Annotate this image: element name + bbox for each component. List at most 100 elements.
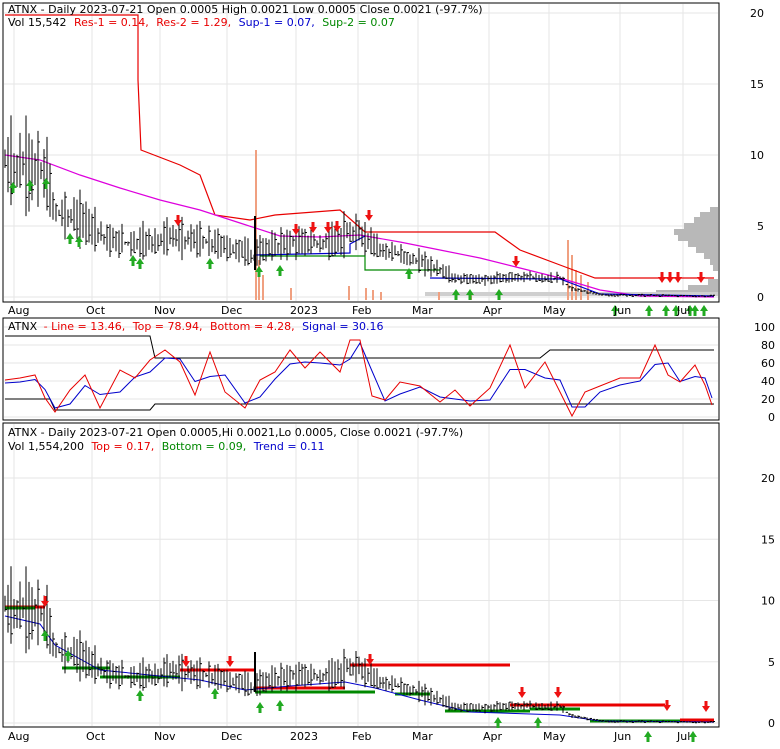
down-arrow-icon <box>554 687 562 698</box>
panel3-y-axis: 20 15 10 5 0 <box>761 472 775 730</box>
up-arrow-icon <box>211 688 219 699</box>
up-arrow-icon <box>405 268 413 279</box>
up-arrow-icon <box>645 305 653 316</box>
panel3-x-axis: Aug Oct Nov Dec 2023 Feb Mar Apr May Jun Jul <box>8 730 690 743</box>
panel1-lines <box>4 14 715 298</box>
panel2-ytick: 40 <box>761 375 775 388</box>
up-arrow-icon <box>26 180 34 191</box>
panel3-xtick: Oct <box>86 730 106 743</box>
panel3-xtick: 2023 <box>290 730 318 743</box>
panel1-sup2-label: Sup-2 = 0.07 <box>322 16 395 29</box>
up-arrow-icon <box>495 289 503 300</box>
panel1-xtick: Apr <box>483 304 503 317</box>
panel3-ytick: 0 <box>768 717 775 730</box>
panel1-xtick: Dec <box>221 304 242 317</box>
volume-profile-bar <box>696 247 718 253</box>
down-arrow-icon <box>41 596 49 607</box>
signal-line <box>4 341 713 409</box>
volume-bar <box>258 260 260 300</box>
panel3-xtick: Dec <box>221 730 242 743</box>
down-arrow-icon <box>226 656 234 667</box>
volume-profile-bar <box>708 279 718 285</box>
panel2-lines <box>4 335 714 418</box>
up-arrow-icon <box>64 650 72 661</box>
up-arrow-icon <box>700 305 708 316</box>
panel1-res1-label: Res-1 = 0.14, <box>74 16 149 29</box>
up-arrow-icon <box>534 717 542 728</box>
panel2-legend: ATNX - Line = 13.46, Top = 78.94, Bottom… <box>8 320 384 333</box>
volume-bar <box>348 286 350 300</box>
panel2-top-label: Top = 78.94, <box>132 320 203 333</box>
panel2-grid <box>4 326 718 418</box>
panel3-vol-label: Vol 1,554,200 <box>8 440 84 453</box>
up-arrow-icon <box>255 266 263 277</box>
down-arrow-icon <box>512 256 520 267</box>
top-band-line <box>5 335 714 359</box>
panel3-ytick: 15 <box>761 533 775 546</box>
panel1-ytick: 15 <box>750 78 764 91</box>
volume-profile-bar <box>678 235 718 241</box>
panel3-trend-label: Trend = 0.11 <box>253 440 325 453</box>
down-arrow-icon <box>658 272 666 283</box>
panel1-sup1-label: Sup-1 = 0.07, <box>239 16 315 29</box>
panel1-vol-label: Vol 15,542 <box>8 16 66 29</box>
panel3-top-label: Top = 0.17, <box>90 440 154 453</box>
up-arrow-icon <box>256 702 264 713</box>
panel2-ytick: 20 <box>761 393 775 406</box>
panel3-price-bars <box>4 566 715 724</box>
panel2-ticker: ATNX <box>8 320 38 333</box>
panel3-bottom-label: Bottom = 0.09, <box>162 440 247 453</box>
panel1-grid <box>4 4 718 301</box>
panel3-xtick: Apr <box>483 730 503 743</box>
down-arrow-icon <box>674 272 682 283</box>
volume-profile-bar <box>710 259 718 265</box>
up-arrow-icon <box>494 717 502 728</box>
panel3-legend: Vol 1,554,200 Top = 0.17, Bottom = 0.09,… <box>8 440 325 453</box>
up-arrow-icon <box>466 289 474 300</box>
down-arrow-icon <box>333 221 341 232</box>
volume-bar <box>587 282 589 300</box>
panel3-xtick: Jul <box>676 730 690 743</box>
up-arrow-icon <box>66 233 74 244</box>
down-arrow-icon <box>518 687 526 698</box>
panel1-y-axis: 20 15 10 5 0 <box>750 7 764 304</box>
up-arrow-icon <box>686 305 694 316</box>
panel1-xtick: Aug <box>8 304 29 317</box>
panel3-xtick: Feb <box>352 730 371 743</box>
res-line <box>5 14 714 279</box>
panel2-signal-label: Signal = 30.16 <box>302 320 384 333</box>
up-arrow-icon <box>644 731 652 742</box>
up-arrow-icon <box>206 258 214 269</box>
down-arrow-icon <box>366 654 374 665</box>
panel2-ytick: 60 <box>761 357 775 370</box>
down-arrow-icon <box>182 656 190 667</box>
volume-bar <box>380 292 382 300</box>
panel1-title: ATNX - Daily 2023-07-21 Open 0.0005 High… <box>8 3 483 16</box>
panel3-ytick: 5 <box>768 656 775 669</box>
panel1-frame <box>2 2 720 303</box>
panel1-xtick: May <box>543 304 566 317</box>
panel1-x-axis: Aug Oct Nov Dec 2023 Feb Mar Apr May Jun Jul <box>8 304 690 317</box>
panel1-xtick: Feb <box>352 304 371 317</box>
up-arrow-icon <box>276 700 284 711</box>
volume-bar <box>571 255 573 300</box>
down-arrow-icon <box>292 224 300 235</box>
up-arrow-icon <box>689 731 697 742</box>
volume-bar <box>372 290 374 300</box>
volume-profile-bar <box>688 285 718 291</box>
moving-average-line <box>4 154 715 298</box>
panel3-xtick: Aug <box>8 730 29 743</box>
panel2-ytick: 0 <box>768 411 775 424</box>
panel2-y-axis: 100 80 60 40 20 0 <box>754 321 775 424</box>
volume-bar <box>438 292 440 300</box>
oscillator-line <box>4 339 713 418</box>
up-arrow-icon <box>276 265 284 276</box>
panel1-xtick: Jun <box>613 304 631 317</box>
panel1-ytick: 20 <box>750 7 764 20</box>
panel2-ytick: 80 <box>761 339 775 352</box>
volume-profile-bar <box>684 223 718 229</box>
panel3-xtick: Nov <box>154 730 176 743</box>
panel3-xtick: Jun <box>613 730 631 743</box>
panel1-xtick: Nov <box>154 304 176 317</box>
